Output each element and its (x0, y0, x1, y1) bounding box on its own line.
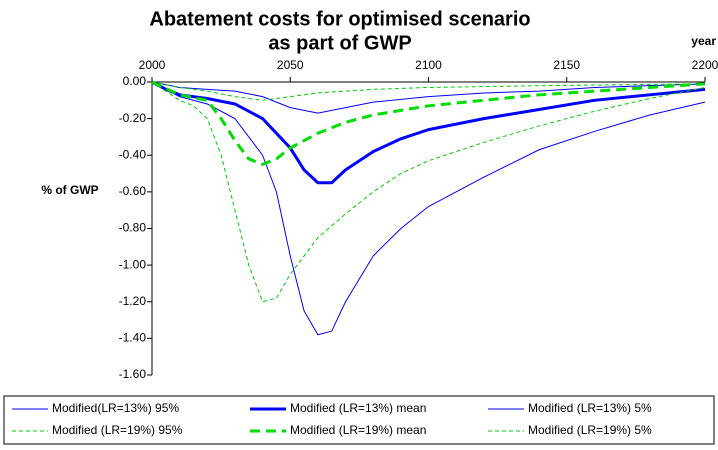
line-series (151, 80, 706, 185)
y-tick-label: -1.20 (119, 294, 147, 308)
y-tick-label: -0.80 (119, 221, 147, 235)
line-series (151, 81, 706, 114)
y-axis-title: % of GWP (41, 183, 98, 197)
legend-label: Modified (LR=13%) 5% (528, 401, 652, 415)
y-tick-label: -0.60 (119, 184, 147, 198)
y-tick-label: -1.00 (119, 257, 147, 271)
y-tick-label: 0.00 (123, 74, 147, 88)
x-tick-label: 2150 (553, 58, 580, 72)
x-tick-label: 2050 (277, 58, 304, 72)
legend-label: Modified (LR=19%) mean (290, 423, 426, 437)
x-tick-label: 2100 (415, 58, 442, 72)
y-tick-label: -0.20 (119, 111, 147, 125)
line-series (151, 81, 706, 101)
line-series (151, 81, 706, 303)
legend-box (3, 395, 715, 445)
y-tick-label: -0.40 (119, 147, 147, 161)
legend-label: Modified(LR=13%) 95% (52, 401, 179, 415)
x-axis-title: year (691, 34, 716, 48)
y-tick-label: -1.40 (119, 331, 147, 345)
legend-label: Modified (LR=13%) mean (290, 401, 426, 415)
x-tick-label: 2200 (692, 58, 718, 72)
chart-title: as part of GWP (268, 32, 411, 54)
chart-title: Abatement costs for optimised scenario (149, 8, 530, 30)
line-series (151, 81, 706, 336)
legend-label: Modified (LR=19%) 5% (528, 423, 652, 437)
legend-label: Modified (LR=19%) 95% (52, 423, 183, 437)
x-tick-label: 2000 (139, 58, 166, 72)
line-series (151, 80, 706, 166)
y-tick-label: -1.60 (119, 367, 147, 381)
